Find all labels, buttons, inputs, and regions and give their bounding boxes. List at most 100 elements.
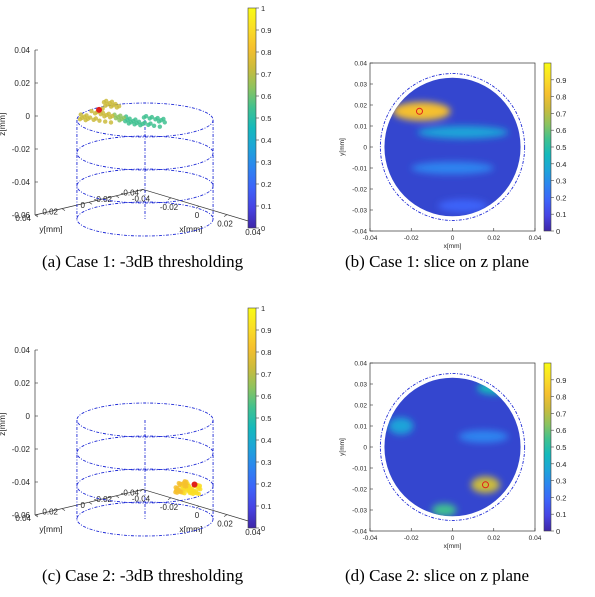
colorbar-tick-label: 0.6 — [556, 426, 566, 435]
x-axis-label: x[mm] — [179, 224, 202, 234]
cluster-point — [77, 117, 83, 122]
colorbar-tick-label: 0.4 — [556, 160, 566, 169]
panel-c: -0.04 -0.02 0 0.02 0.04 x[mm] -0.04 -0.02 0 0.02 0… — [0, 300, 290, 552]
chart-b-slice-heatmap: -0.04 -0.02 0 0.02 0.04 0.04 0.03 0.02 0.01 0 -0.0… — [339, 61, 566, 251]
colorbar — [247, 307, 257, 529]
colorbar-tick-label: 0.9 — [261, 26, 271, 35]
x-tick — [195, 505, 200, 509]
colorbar-tick-label: 0.7 — [556, 109, 566, 118]
peak-marker — [416, 107, 423, 115]
y-axis-label: y[mm] — [339, 138, 346, 156]
x-tick-label: 0.02 — [217, 220, 233, 229]
panel-a: -0.04 -0.02 0 0.02 0.04 x[mm] -0.04 -0.02 0 0.02 0… — [0, 0, 290, 252]
colorbar-tick-label: 1 — [261, 4, 265, 13]
colorbar-tick-label: 0.2 — [261, 180, 271, 189]
y-tick-label: -0.02 — [352, 487, 367, 494]
x-tick-label: 0.04 — [245, 228, 261, 237]
boundary-circle — [379, 73, 526, 221]
cluster-point — [146, 122, 151, 128]
z-tick-label: 0 — [26, 412, 31, 421]
cluster-point — [108, 104, 114, 109]
hotspot — [411, 161, 494, 175]
y-tick-label: -0.03 — [352, 208, 367, 215]
colorbar-tick-label: 0.3 — [261, 458, 271, 467]
y-axis-label: y[mm] — [39, 524, 62, 534]
y-tick-label: 0.04 — [354, 61, 367, 68]
cluster-point — [123, 119, 128, 124]
x-tick-label: -0.04 — [363, 235, 378, 242]
cluster-point — [108, 120, 114, 125]
cluster-point — [156, 119, 162, 124]
y-tick-label: 0.02 — [354, 103, 367, 110]
colorbar-tick-label: 0.8 — [556, 93, 566, 102]
x-tick-label: -0.02 — [404, 235, 419, 242]
y-tick-label: -0.01 — [352, 166, 367, 173]
y-tick — [88, 501, 93, 505]
colorbar-tick-label: 1 — [261, 304, 265, 313]
cluster-point — [117, 118, 122, 123]
z-axis-label: z[mm] — [0, 113, 7, 136]
x-tick-label: 0.04 — [529, 235, 542, 242]
y-tick-label: 0 — [81, 501, 86, 510]
slice-background — [384, 77, 521, 217]
cluster-point — [138, 123, 143, 128]
y-tick-label: 0.02 — [354, 403, 367, 410]
colorbar-tick-label: 0.5 — [261, 114, 271, 123]
colorbar-tick-label: 0.2 — [556, 493, 566, 502]
y-tick-label: 0.02 — [42, 208, 58, 217]
x-tick-label: -0.04 — [363, 535, 378, 542]
hotspot — [431, 503, 457, 517]
y-tick-label: -0.04 — [121, 188, 140, 197]
boundary-circle — [379, 373, 526, 521]
y-tick — [61, 208, 66, 211]
colorbar-tick-label: 0.8 — [556, 393, 566, 402]
colorbar-tick-label: 0.6 — [261, 92, 271, 101]
y-axis-label: y[mm] — [339, 438, 346, 456]
z-tick-label: 0.04 — [14, 346, 30, 355]
colorbar-tick-label: 0 — [261, 524, 265, 533]
x-axis-label: x[mm] — [444, 243, 462, 250]
y-tick-label: 0 — [363, 445, 367, 452]
hotspot — [438, 199, 488, 213]
colorbar-tick-label: 0.3 — [556, 177, 566, 186]
cluster-point — [103, 103, 108, 108]
colorbar-tick-label: 0 — [261, 224, 265, 233]
z-tick-label: -0.02 — [12, 145, 31, 154]
cluster-point — [132, 122, 137, 127]
colorbar — [247, 7, 257, 229]
y-tick — [88, 201, 93, 205]
y-tick-label: 0.04 — [15, 214, 31, 223]
y-tick — [115, 495, 120, 499]
colorbar — [543, 62, 552, 232]
colorbar-tick-label: 0.1 — [261, 502, 271, 511]
colorbar-tick-label: 0 — [556, 527, 560, 536]
colorbar-tick-label: 0.1 — [556, 210, 566, 219]
colorbar-tick-label: 0.4 — [261, 436, 271, 445]
z-tick-label: -0.06 — [12, 211, 31, 220]
hotspot — [471, 476, 500, 494]
z-tick-label: -0.06 — [12, 511, 31, 520]
x-tick — [223, 514, 228, 517]
y-tick-label: 0 — [363, 145, 367, 152]
chart-c-3d-scatter: -0.04 -0.02 0 0.02 0.04 x[mm] -0.04 -0.02 0 0.02 0… — [0, 304, 271, 537]
z-tick-label: 0 — [26, 112, 31, 121]
caption-d: (d) Case 2: slice on z plane — [345, 566, 530, 585]
x-tick — [139, 189, 144, 192]
y-tick-label: -0.03 — [352, 508, 367, 515]
x-tick-label: 0.02 — [487, 535, 500, 542]
cluster-point — [102, 114, 107, 119]
colorbar-tick-label: 0.6 — [261, 392, 271, 401]
x-tick-label: -0.02 — [160, 503, 179, 512]
cluster-point — [114, 105, 120, 110]
y-tick-label: 0.04 — [15, 514, 31, 523]
cluster-point — [92, 111, 98, 116]
y-tick — [61, 508, 66, 511]
cluster-point — [173, 489, 178, 495]
z-tick-label: 0.02 — [14, 79, 30, 88]
cluster-point — [182, 483, 187, 489]
y-tick-label: -0.04 — [352, 229, 367, 236]
x-tick — [223, 214, 228, 217]
z-tick-label: 0.02 — [14, 379, 30, 388]
caption-c: (c) Case 2: -3dB thresholding — [42, 566, 244, 585]
colorbar-tick-label: 0.6 — [556, 126, 566, 135]
